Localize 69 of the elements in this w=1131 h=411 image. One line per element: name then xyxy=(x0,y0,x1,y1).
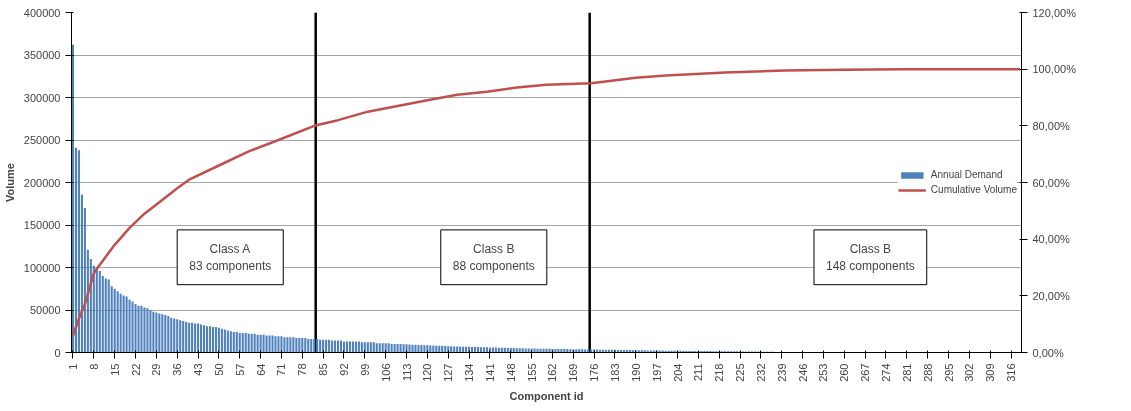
x-tick-label: 106 xyxy=(379,363,392,382)
x-tick-label: 204 xyxy=(671,363,684,382)
y-axis-title: Volume xyxy=(3,163,16,202)
x-tick-label: 218 xyxy=(713,363,726,382)
x-tick-label: 155 xyxy=(525,363,538,382)
x-tick-label: 225 xyxy=(734,363,747,382)
x-tick-label: 8 xyxy=(87,363,100,370)
x-tick-label: 64 xyxy=(254,363,267,376)
x-tick-label: 113 xyxy=(400,363,413,382)
x-tick-label: 183 xyxy=(609,363,621,382)
y-tick-label: 350000 xyxy=(23,49,61,61)
x-tick-label: 92 xyxy=(337,363,350,376)
y-tick-label: 200000 xyxy=(23,176,61,189)
x-tick-label: 302 xyxy=(963,363,976,382)
x-tick-label: 239 xyxy=(775,363,788,382)
x-tick-label: 1 xyxy=(66,363,79,370)
y2-tick-label: 40,00% xyxy=(1032,233,1071,246)
x-tick-label: 309 xyxy=(984,363,997,382)
x-tick-label: 127 xyxy=(442,363,455,382)
x-tick-label: 253 xyxy=(817,363,830,382)
x-tick-label: 57 xyxy=(233,363,246,376)
x-tick-label: 71 xyxy=(275,363,288,376)
x-tick-label: 78 xyxy=(296,363,309,376)
x-tick-label: 43 xyxy=(192,363,205,376)
x-tick-label: 267 xyxy=(859,363,872,382)
y-tick-label: 150000 xyxy=(23,219,61,231)
x-tick-label: 316 xyxy=(1005,363,1018,382)
y-tick-label: 300000 xyxy=(23,91,61,104)
x-tick-label: 190 xyxy=(629,363,642,382)
x-tick-label: 141 xyxy=(483,363,496,382)
y-tick-label: 400000 xyxy=(23,6,61,19)
x-tick-label: 246 xyxy=(796,363,809,382)
x-tick-label: 148 xyxy=(504,363,517,382)
x-axis-title: Component id xyxy=(509,389,584,402)
legend-label: Annual Demand xyxy=(930,169,1003,180)
x-tick-label: 232 xyxy=(754,363,767,382)
y2-tick-label: 60,00% xyxy=(1032,176,1071,189)
x-tick-label: 281 xyxy=(900,363,913,382)
x-tick-label: 197 xyxy=(650,363,663,382)
x-tick-label: 29 xyxy=(150,363,163,376)
x-tick-label: 120 xyxy=(421,363,434,382)
x-tick-label: 99 xyxy=(358,363,371,376)
x-tick-label: 22 xyxy=(129,363,142,376)
x-tick-label: 260 xyxy=(838,363,851,382)
x-tick-label: 211 xyxy=(692,363,705,382)
y-tick-label: 250000 xyxy=(23,134,61,146)
x-tick-label: 176 xyxy=(588,363,601,382)
x-tick-label: 36 xyxy=(171,363,184,376)
y2-tick-label: 80,00% xyxy=(1032,119,1071,132)
x-tick-label: 15 xyxy=(108,363,121,376)
legend-label: Cumulative Volume xyxy=(930,184,1017,195)
y2-tick-label: 0,00% xyxy=(1032,346,1064,359)
annotation: Class B 148 components xyxy=(826,241,915,273)
annotation: Class A 83 components xyxy=(189,241,272,273)
x-tick-label: 134 xyxy=(463,363,476,382)
x-tick-label: 274 xyxy=(880,363,892,382)
annotation: Class B 88 components xyxy=(452,241,535,273)
x-tick-label: 288 xyxy=(921,363,934,382)
y2-tick-label: 120,00% xyxy=(1032,6,1077,19)
x-tick-label: 169 xyxy=(567,363,580,382)
x-tick-label: 295 xyxy=(942,363,955,382)
x-tick-label: 162 xyxy=(546,363,559,382)
y-tick-label: 100000 xyxy=(23,261,61,274)
y-tick-label: 0 xyxy=(54,346,61,359)
y-tick-label: 50000 xyxy=(29,304,61,316)
x-tick-label: 85 xyxy=(317,363,330,376)
y2-tick-label: 20,00% xyxy=(1032,289,1071,302)
y2-tick-label: 100,00% xyxy=(1032,63,1077,76)
x-tick-label: 50 xyxy=(212,363,225,376)
